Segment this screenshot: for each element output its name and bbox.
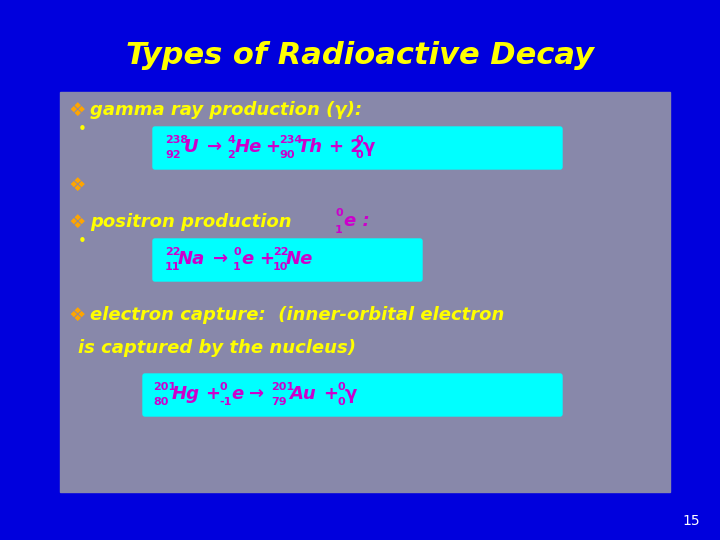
Text: 0: 0 xyxy=(355,135,363,145)
FancyBboxPatch shape xyxy=(153,239,422,281)
Text: →: → xyxy=(207,138,222,156)
Text: 22: 22 xyxy=(273,247,289,257)
Text: •: • xyxy=(78,123,87,138)
Text: 238: 238 xyxy=(165,135,188,145)
Text: e: e xyxy=(231,385,243,403)
Text: U: U xyxy=(184,138,198,156)
Text: ❖: ❖ xyxy=(68,306,86,325)
Text: +: + xyxy=(265,138,280,156)
Text: +: + xyxy=(323,385,338,403)
Text: -1: -1 xyxy=(219,397,231,407)
Text: e :: e : xyxy=(344,212,370,230)
Text: 234: 234 xyxy=(279,135,302,145)
Text: 4: 4 xyxy=(227,135,235,145)
Text: positron production: positron production xyxy=(90,213,292,231)
Bar xyxy=(60,92,670,492)
Text: 0: 0 xyxy=(233,247,240,257)
Text: is captured by the nucleus): is captured by the nucleus) xyxy=(78,339,356,357)
Text: 0: 0 xyxy=(337,397,345,407)
FancyBboxPatch shape xyxy=(153,127,562,169)
Text: 11: 11 xyxy=(165,262,181,272)
Text: Au: Au xyxy=(289,385,316,403)
Text: gamma ray production (γ):: gamma ray production (γ): xyxy=(90,101,362,119)
Text: electron capture:  (inner-orbital electron: electron capture: (inner-orbital electro… xyxy=(90,306,505,324)
Text: 80: 80 xyxy=(153,397,168,407)
Text: 2: 2 xyxy=(227,150,235,160)
Text: + 2: + 2 xyxy=(329,138,363,156)
Text: +: + xyxy=(259,250,274,268)
Text: 10: 10 xyxy=(273,262,289,272)
FancyBboxPatch shape xyxy=(143,374,562,416)
Text: ❖: ❖ xyxy=(68,213,86,232)
Text: 201: 201 xyxy=(271,382,294,392)
Text: 92: 92 xyxy=(165,150,181,160)
Text: e: e xyxy=(241,250,253,268)
Text: 0: 0 xyxy=(355,150,363,160)
Text: 22: 22 xyxy=(165,247,181,257)
Text: 79: 79 xyxy=(271,397,287,407)
Text: Ne: Ne xyxy=(286,250,313,268)
Text: 90: 90 xyxy=(279,150,294,160)
Text: ❖: ❖ xyxy=(68,176,86,194)
Text: →: → xyxy=(213,250,228,268)
Text: •: • xyxy=(78,234,87,249)
Text: Types of Radioactive Decay: Types of Radioactive Decay xyxy=(126,40,594,70)
Text: Hg: Hg xyxy=(171,385,199,403)
Text: 0: 0 xyxy=(219,382,227,392)
Text: →: → xyxy=(249,385,264,403)
Text: 0: 0 xyxy=(335,208,343,218)
Text: 15: 15 xyxy=(683,514,700,528)
Text: 0: 0 xyxy=(337,382,345,392)
Text: 1: 1 xyxy=(233,262,240,272)
Text: +: + xyxy=(205,385,220,403)
Text: Th: Th xyxy=(297,138,323,156)
Text: He: He xyxy=(235,138,262,156)
Text: 1: 1 xyxy=(335,225,343,235)
Text: Na: Na xyxy=(178,250,205,268)
Text: ❖: ❖ xyxy=(68,100,86,119)
Text: 201: 201 xyxy=(153,382,176,392)
Text: γ: γ xyxy=(363,138,375,156)
Text: γ: γ xyxy=(345,385,357,403)
